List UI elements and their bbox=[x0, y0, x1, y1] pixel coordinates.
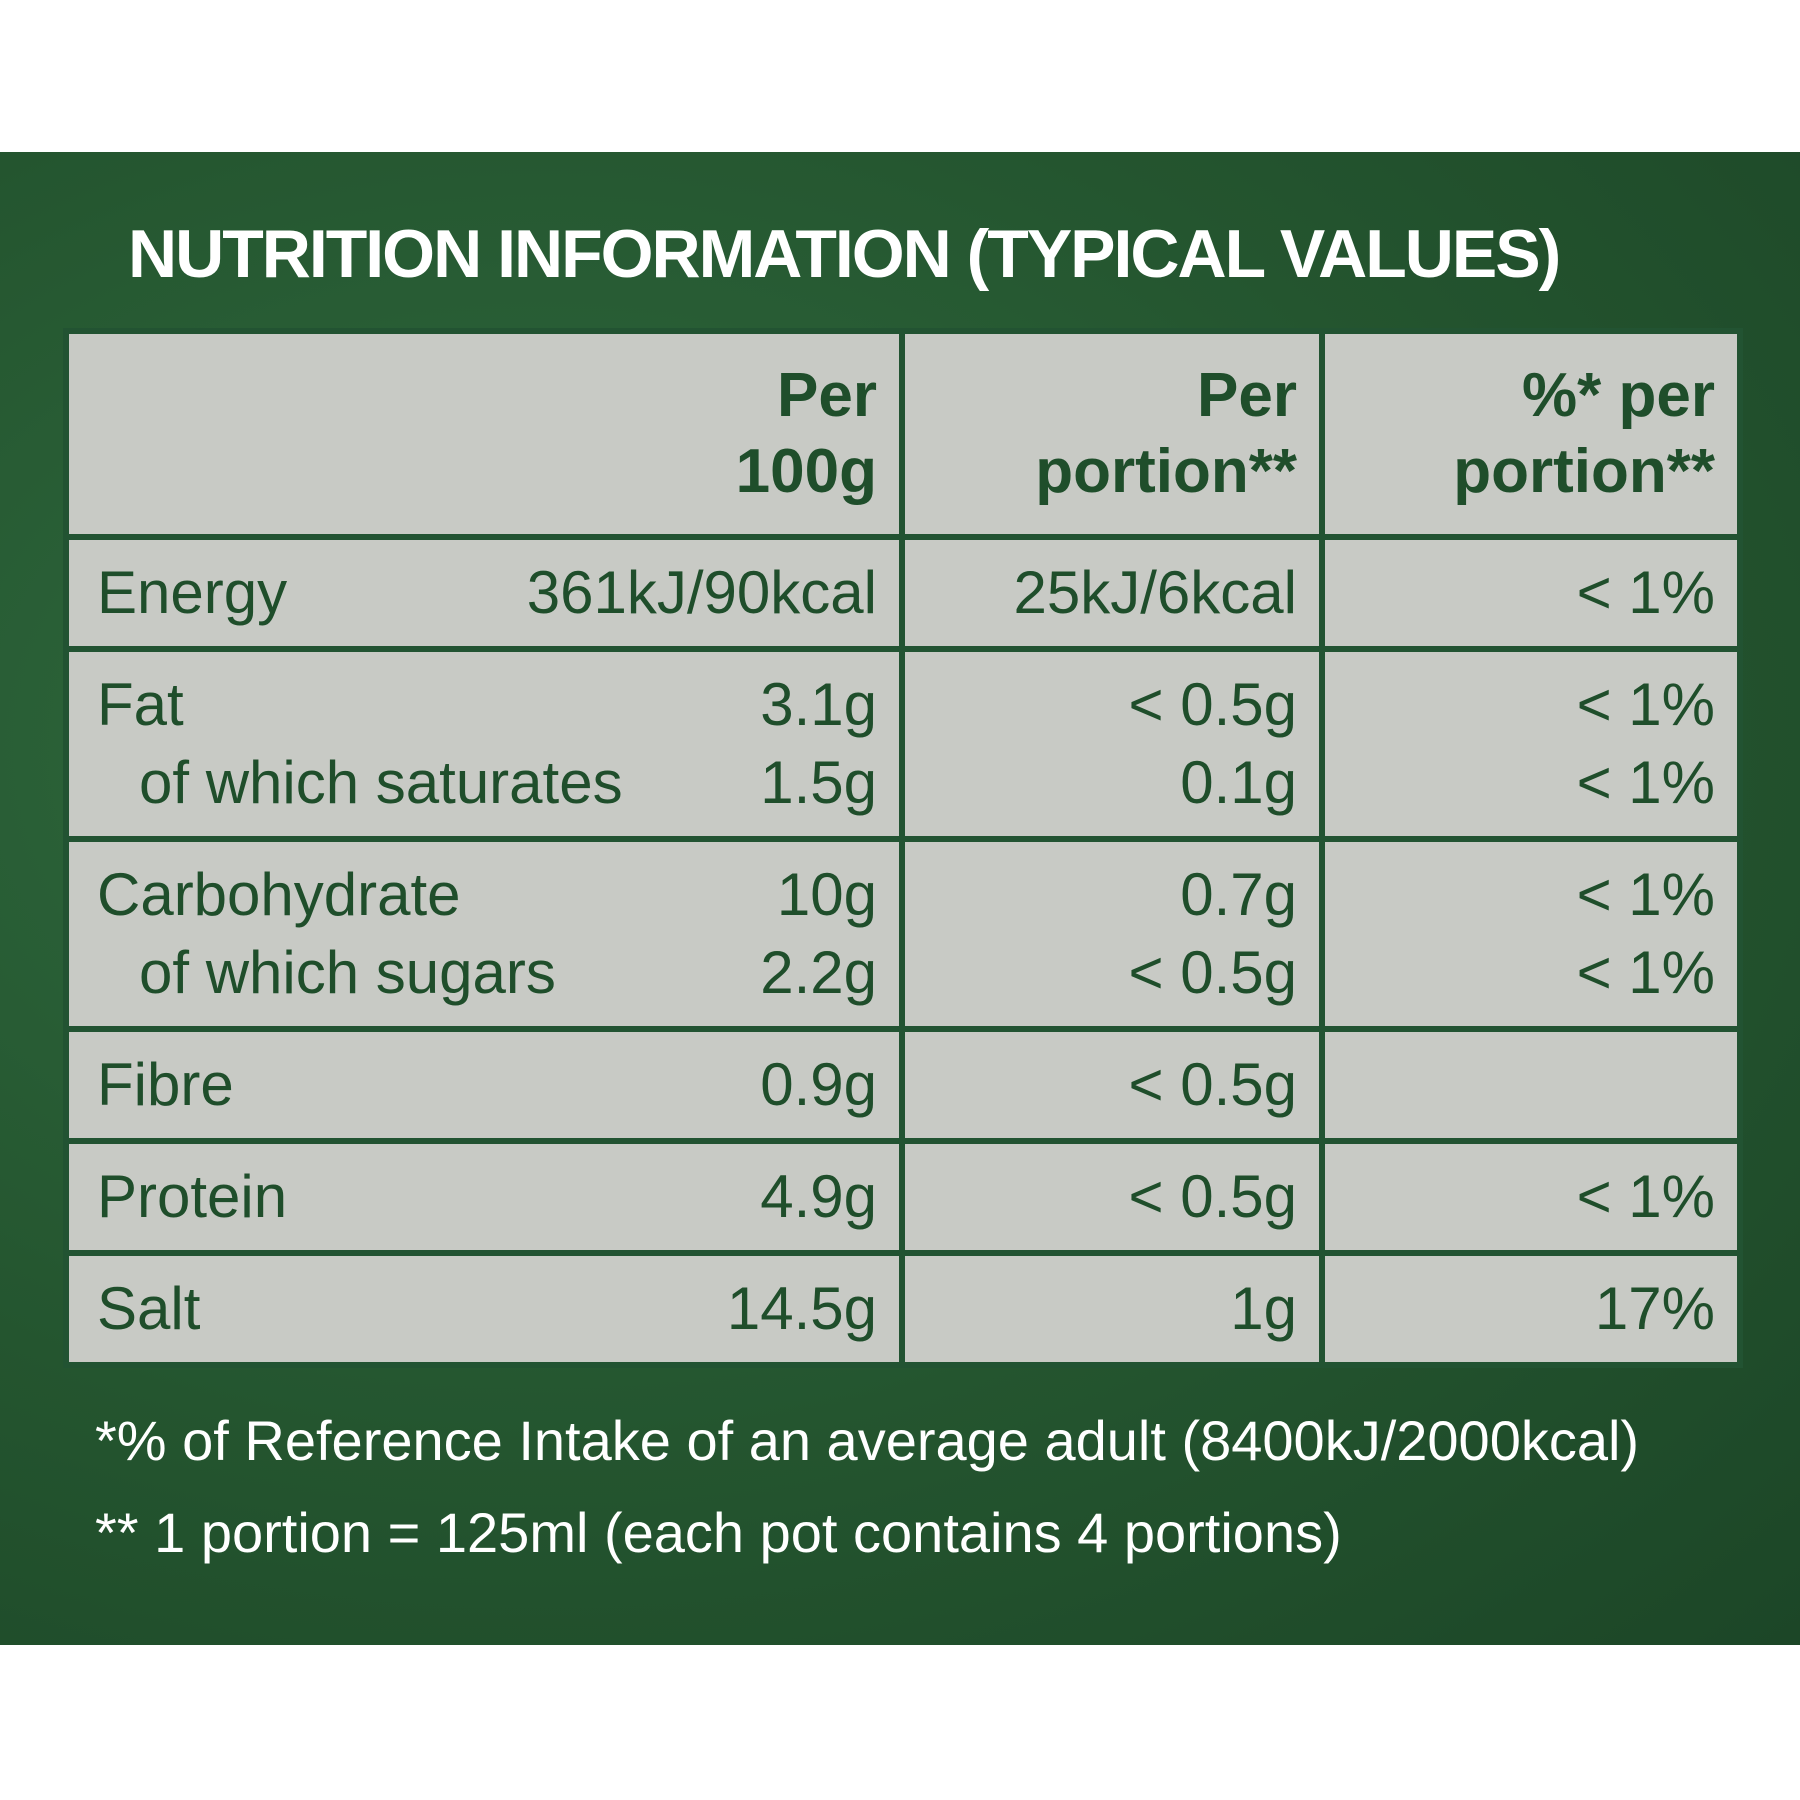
nutrient-cell: Fibre 0.9g bbox=[63, 1026, 905, 1144]
nutrient-line: Energy 361kJ/90kcal bbox=[97, 554, 877, 632]
nutrient-line: of which saturates 1.5g bbox=[97, 744, 877, 822]
nutrition-table: Per 100g Per portion** %* per portion** Energy… bbox=[63, 328, 1743, 1368]
per-portion-value: < 0.5g bbox=[1128, 1163, 1298, 1230]
header-cell: Per portion** bbox=[899, 328, 1325, 540]
per-portion-value: 0.7g bbox=[1180, 861, 1297, 928]
nutrient-row: Carbohydrate 10g of which sugars 2.2g 0.7g < … bbox=[63, 836, 1743, 1032]
per-portion-cell: 0.7g < 0.5g bbox=[899, 836, 1325, 1032]
per-100g-value: 0.9g bbox=[760, 1051, 877, 1118]
ri-value: < 1% bbox=[1576, 861, 1715, 928]
nutrient-name: of which sugars bbox=[139, 939, 556, 1006]
per-100g-value: 14.5g bbox=[726, 1275, 877, 1342]
nutrient-name: Fat bbox=[97, 671, 184, 738]
footnote: *% of Reference Intake of an average adu… bbox=[95, 1409, 1640, 1472]
nutrient-cell: Energy 361kJ/90kcal bbox=[63, 534, 905, 652]
footnote: ** 1 portion = 125ml (each pot contains … bbox=[95, 1501, 1342, 1564]
per-portion-value: 0.1g bbox=[1180, 749, 1297, 816]
nutrient-name: Energy bbox=[97, 559, 288, 626]
nutrient-line: of which sugars 2.2g bbox=[97, 934, 877, 1012]
header-text: 100g bbox=[735, 437, 877, 506]
nutrient-line: Fat 3.1g bbox=[97, 666, 877, 744]
per-100g-value: 361kJ/90kcal bbox=[526, 559, 877, 626]
ri-cell: < 1% bbox=[1319, 1138, 1743, 1256]
per-100g-value: 1.5g bbox=[760, 749, 877, 816]
per-portion-value: < 0.5g bbox=[1128, 1051, 1298, 1118]
nutrient-name: Protein bbox=[97, 1163, 288, 1230]
nutrient-row: Salt 14.5g 1g 17% bbox=[63, 1250, 1743, 1368]
nutrient-line: Fibre 0.9g bbox=[97, 1046, 877, 1124]
per-portion-cell: < 0.5g 0.1g bbox=[899, 646, 1325, 842]
nutrient-line: Carbohydrate 10g bbox=[97, 856, 877, 934]
ri-value: < 1% bbox=[1576, 559, 1715, 626]
nutrient-cell: Carbohydrate 10g of which sugars 2.2g bbox=[63, 836, 905, 1032]
header-text: portion** bbox=[1453, 437, 1715, 506]
per-100g-value: 3.1g bbox=[760, 671, 877, 738]
per-portion-cell: 1g bbox=[899, 1250, 1325, 1368]
per-100g-value: 2.2g bbox=[760, 939, 877, 1006]
ri-cell: 17% bbox=[1319, 1250, 1743, 1368]
nutrient-name: Carbohydrate bbox=[97, 861, 461, 928]
nutrient-cell: Salt 14.5g bbox=[63, 1250, 905, 1368]
header-cell: Per 100g bbox=[63, 328, 905, 540]
header-text: Per bbox=[1197, 361, 1297, 430]
nutrient-line: Salt 14.5g bbox=[97, 1270, 877, 1348]
per-portion-value: < 0.5g bbox=[1128, 671, 1298, 738]
per-portion-value: < 0.5g bbox=[1128, 939, 1298, 1006]
per-portion-value: 25kJ/6kcal bbox=[1013, 559, 1297, 626]
ri-value: < 1% bbox=[1576, 939, 1715, 1006]
per-portion-value: 1g bbox=[1230, 1275, 1297, 1342]
header-text: Per bbox=[777, 361, 877, 430]
nutrient-name: of which saturates bbox=[139, 749, 623, 816]
nutrient-cell: Fat 3.1g of which saturates 1.5g bbox=[63, 646, 905, 842]
per-100g-value: 4.9g bbox=[760, 1163, 877, 1230]
nutrient-line: Protein 4.9g bbox=[97, 1158, 877, 1236]
ri-value: < 1% bbox=[1576, 671, 1715, 738]
ri-value: 17% bbox=[1594, 1275, 1715, 1342]
header-text: %* per bbox=[1522, 361, 1715, 430]
per-portion-cell: 25kJ/6kcal bbox=[899, 534, 1325, 652]
nutrient-row: Fibre 0.9g < 0.5g bbox=[63, 1026, 1743, 1144]
ri-cell: < 1% < 1% bbox=[1319, 646, 1743, 842]
ri-value: < 1% bbox=[1576, 749, 1715, 816]
nutrient-row: Energy 361kJ/90kcal 25kJ/6kcal < 1% bbox=[63, 534, 1743, 652]
title: NUTRITION INFORMATION (TYPICAL VALUES) bbox=[128, 216, 1561, 292]
per-portion-cell: < 0.5g bbox=[899, 1026, 1325, 1144]
ri-value: < 1% bbox=[1576, 1163, 1715, 1230]
nutrient-name: Fibre bbox=[97, 1051, 234, 1118]
nutrient-row: Fat 3.1g of which saturates 1.5g < 0.5g 0.1g <… bbox=[63, 646, 1743, 842]
ri-cell bbox=[1319, 1026, 1743, 1144]
ri-blank bbox=[1353, 1046, 1715, 1124]
ri-cell: < 1% bbox=[1319, 534, 1743, 652]
nutrient-name: Salt bbox=[97, 1275, 201, 1342]
per-portion-cell: < 0.5g bbox=[899, 1138, 1325, 1256]
nutrient-row: Protein 4.9g < 0.5g < 1% bbox=[63, 1138, 1743, 1256]
per-100g-value: 10g bbox=[776, 861, 877, 928]
ri-cell: < 1% < 1% bbox=[1319, 836, 1743, 1032]
header-text: portion** bbox=[1035, 437, 1297, 506]
header-row: Per 100g Per portion** %* per portion** bbox=[63, 328, 1743, 540]
header-cell: %* per portion** bbox=[1319, 328, 1743, 540]
nutrient-cell: Protein 4.9g bbox=[63, 1138, 905, 1256]
